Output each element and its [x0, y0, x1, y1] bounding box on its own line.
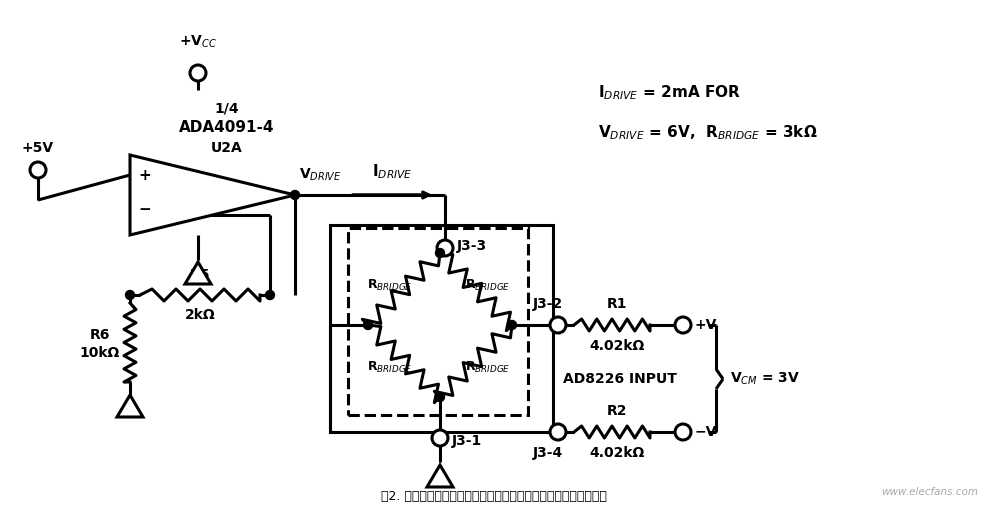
Text: 图2. 传感器电压驱动配置（原理示意图：未显示所有连接和去耦）: 图2. 传感器电压驱动配置（原理示意图：未显示所有连接和去耦）: [381, 490, 607, 503]
Circle shape: [265, 290, 275, 300]
Circle shape: [291, 190, 300, 200]
Circle shape: [507, 321, 516, 330]
Text: 10kΩ: 10kΩ: [80, 346, 120, 360]
Text: −V: −V: [695, 425, 717, 439]
Circle shape: [435, 248, 444, 258]
Text: J3-2: J3-2: [533, 297, 563, 311]
Text: J3-3: J3-3: [457, 239, 488, 253]
Text: 2kΩ: 2kΩ: [185, 308, 216, 322]
Polygon shape: [185, 262, 211, 284]
Text: 4.02kΩ: 4.02kΩ: [589, 446, 645, 460]
Circle shape: [190, 65, 206, 81]
Text: +V$_{CC}$: +V$_{CC}$: [179, 34, 217, 50]
Text: 1/4: 1/4: [215, 101, 239, 115]
Text: −: −: [138, 203, 151, 218]
Text: V$_{CM}$ = 3V: V$_{CM}$ = 3V: [730, 371, 800, 387]
Text: R$_{BRIDGE}$: R$_{BRIDGE}$: [465, 359, 510, 375]
Text: +: +: [138, 167, 151, 182]
Circle shape: [435, 393, 444, 401]
Text: I$_{DRIVE}$: I$_{DRIVE}$: [372, 162, 412, 181]
Circle shape: [675, 317, 691, 333]
Text: J3-4: J3-4: [533, 446, 563, 460]
Text: I$_{DRIVE}$ = 2mA FOR: I$_{DRIVE}$ = 2mA FOR: [598, 83, 741, 102]
Text: +V: +V: [695, 318, 717, 332]
Text: 4.02kΩ: 4.02kΩ: [589, 339, 645, 353]
Circle shape: [675, 424, 691, 440]
Text: R2: R2: [606, 404, 627, 418]
Text: R$_{BRIDGE}$: R$_{BRIDGE}$: [367, 278, 412, 292]
Text: AD8226 INPUT: AD8226 INPUT: [563, 372, 676, 386]
Text: V$_{DRIVE}$ = 6V,  R$_{BRIDGE}$ = 3kΩ: V$_{DRIVE}$ = 6V, R$_{BRIDGE}$ = 3kΩ: [598, 124, 818, 142]
Circle shape: [550, 424, 566, 440]
Circle shape: [432, 430, 448, 446]
Text: V$_{DRIVE}$: V$_{DRIVE}$: [299, 166, 342, 183]
Text: R1: R1: [606, 297, 627, 311]
Text: U2A: U2A: [211, 141, 243, 155]
Text: J3-1: J3-1: [452, 434, 483, 448]
Text: www.elecfans.com: www.elecfans.com: [881, 487, 978, 497]
Text: R5: R5: [190, 268, 211, 282]
Text: R6: R6: [90, 328, 110, 342]
Text: ADA4091-4: ADA4091-4: [179, 120, 275, 136]
Text: R$_{BRIDGE}$: R$_{BRIDGE}$: [465, 278, 510, 292]
Circle shape: [550, 317, 566, 333]
Polygon shape: [117, 395, 143, 417]
Text: R$_{BRIDGE}$: R$_{BRIDGE}$: [367, 359, 412, 375]
Bar: [348, 228, 528, 415]
Bar: [330, 225, 553, 432]
Circle shape: [126, 290, 135, 300]
Circle shape: [437, 240, 453, 256]
Polygon shape: [130, 155, 295, 235]
Polygon shape: [427, 465, 453, 487]
Text: +5V: +5V: [22, 141, 54, 155]
Circle shape: [30, 162, 46, 178]
Circle shape: [364, 321, 373, 330]
